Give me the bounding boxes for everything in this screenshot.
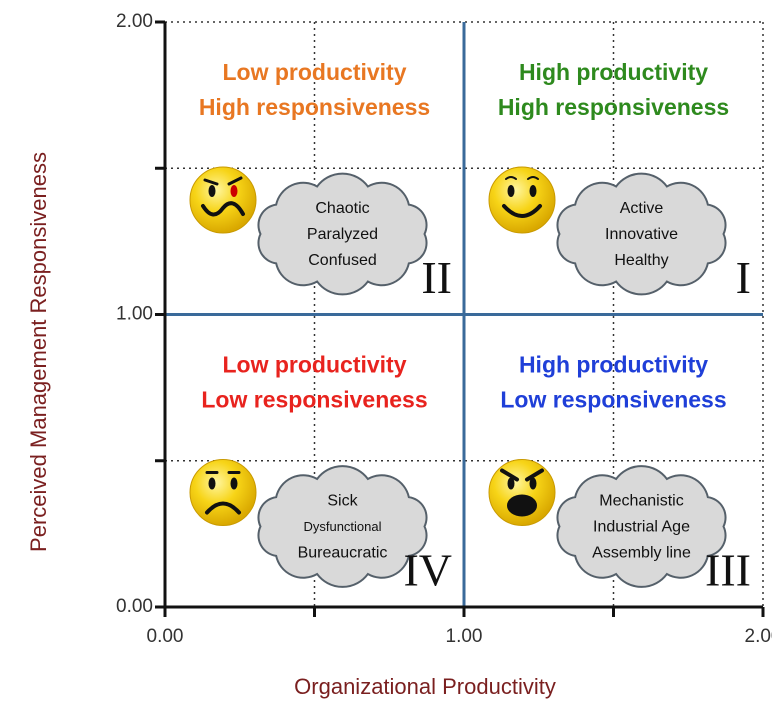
cloud-text: Innovative	[605, 226, 678, 243]
cloud-text: Chaotic	[315, 200, 369, 217]
eye	[529, 477, 537, 490]
cloud-text: Sick	[327, 493, 358, 510]
mouth	[205, 501, 241, 515]
brow	[505, 176, 539, 180]
y-tick-label: 2.00	[116, 11, 153, 32]
face	[488, 459, 556, 526]
cloud-text: Assembly line	[592, 545, 691, 562]
cloud-text: Mechanistic	[599, 493, 683, 510]
eye	[507, 477, 515, 490]
mouth	[507, 494, 537, 517]
quadrant: Low productivity High responsiveness Chaot…	[189, 59, 452, 303]
quadrant-title: Low responsiveness	[201, 387, 427, 413]
quadrant: Low productivity Low responsiveness Sick Dy…	[189, 352, 452, 596]
quadrant-title: Low productivity	[223, 59, 407, 85]
brow	[203, 176, 243, 186]
eye	[230, 185, 238, 197]
cloud-text: Paralyzed	[307, 226, 378, 243]
quadrant-numeral: III	[705, 545, 751, 596]
cloud-text: Healthy	[614, 252, 668, 269]
y-tick-label: 1.00	[116, 304, 153, 325]
eye	[208, 185, 216, 197]
y-axis-label: Perceived Management Responsiveness	[26, 152, 51, 552]
x-tick-label: 0.00	[147, 626, 184, 647]
cloud-text: Confused	[308, 252, 377, 269]
quadrant-numeral: II	[421, 252, 452, 303]
mouth	[502, 204, 542, 218]
eye	[208, 477, 216, 490]
cloud-text: Dysfunctional	[303, 519, 381, 534]
x-tick-label: 1.00	[446, 626, 483, 647]
x-axis-label: Organizational Productivity	[294, 674, 556, 699]
quadrant-title: Low productivity	[223, 352, 407, 378]
eye	[529, 185, 537, 197]
cloud	[257, 172, 428, 296]
quadrant: High productivity High responsiveness Acti…	[488, 59, 751, 303]
eye	[230, 477, 238, 490]
face	[189, 166, 257, 234]
cloud-text: Bureaucratic	[298, 545, 388, 562]
quadrant-numeral: I	[736, 252, 751, 303]
cloud-text: Active	[620, 200, 664, 217]
cloud-text: Industrial Age	[593, 519, 690, 536]
mouth	[201, 201, 245, 217]
quadrant-title: High productivity	[519, 59, 708, 85]
brow	[500, 468, 544, 482]
quadrant-numeral: IV	[403, 545, 452, 596]
quadrant-title: High productivity	[519, 352, 708, 378]
quadrant-title: High responsiveness	[498, 94, 729, 120]
cloud	[257, 465, 428, 588]
quadrant-title: Low responsiveness	[500, 387, 726, 413]
eye	[507, 185, 515, 197]
cloud	[556, 465, 727, 588]
y-tick-label: 0.00	[116, 596, 153, 617]
face	[189, 459, 257, 526]
face	[488, 166, 556, 234]
quadrant: High productivity Low responsiveness Mecha…	[488, 352, 751, 596]
cloud	[556, 172, 727, 296]
quadrant-title: High responsiveness	[199, 94, 430, 120]
x-tick-label: 2.00	[745, 626, 772, 647]
